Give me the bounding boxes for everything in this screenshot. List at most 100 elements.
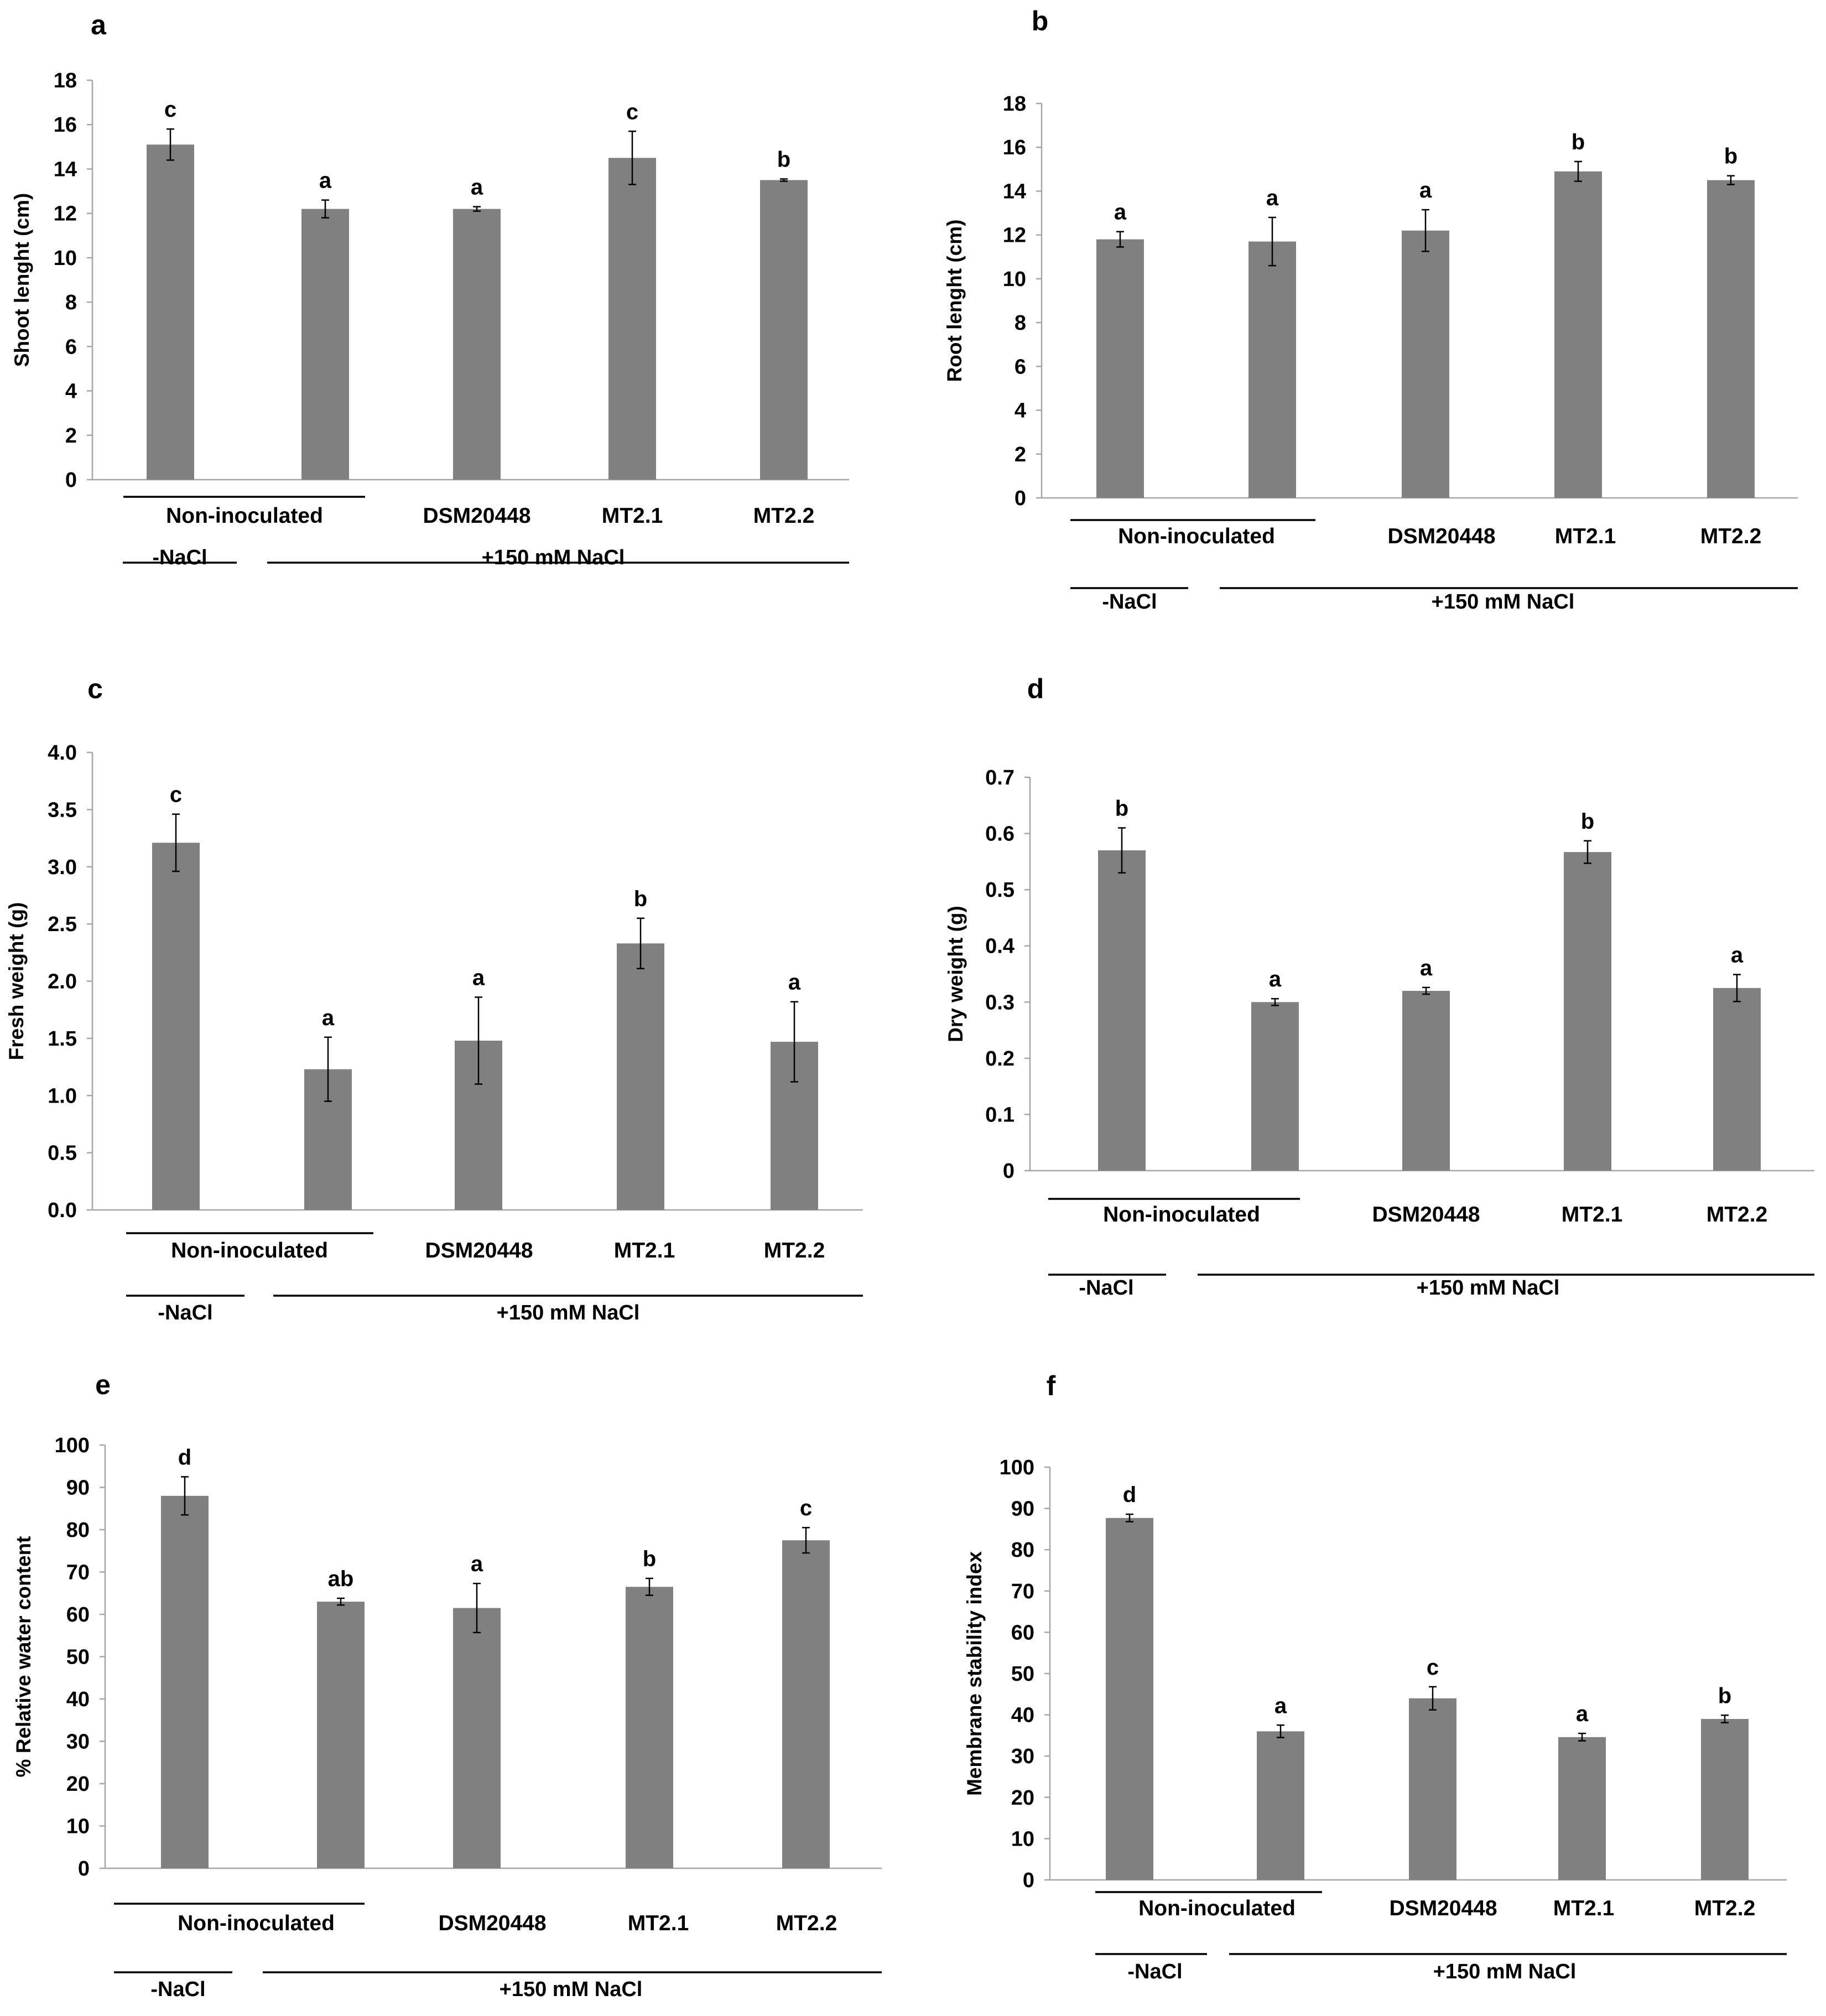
y-axis-title: Fresh weight (g) — [5, 902, 28, 1061]
x-category-label: MT2.1 — [1555, 524, 1616, 548]
significance-letter: d — [1123, 1483, 1136, 1507]
y-tick-label: 0.6 — [985, 823, 1015, 846]
bar-5 — [1707, 180, 1755, 498]
y-axis-title: Dry weight (g) — [944, 906, 967, 1042]
y-tick-label: 0 — [1023, 1869, 1034, 1892]
y-tick-label: 3.0 — [48, 856, 77, 879]
x-category-label: Non-inoculated — [1138, 1897, 1296, 1920]
x-category-label: DSM20448 — [425, 1239, 533, 1262]
y-tick-label: 80 — [66, 1519, 90, 1542]
group-label-salt: +150 mM NaCl — [482, 546, 625, 569]
chart-panel-f: f 0 10 20 30 40 50 60 70 80 90 100 Membrane stabilit… — [963, 1370, 1787, 1983]
bar-1 — [1106, 1518, 1153, 1880]
y-axis-title: Shoot lenght (cm) — [11, 193, 33, 367]
significance-letter: c — [626, 100, 638, 124]
x-category-label: MT2.1 — [628, 1911, 689, 1935]
x-category-label: MT2.2 — [753, 504, 815, 528]
chart-panel-a: a 0 2 4 6 8 10 12 14 16 18 Shoot lenght (cm) c a a c b No… — [11, 9, 849, 569]
y-tick-label: 1.0 — [48, 1084, 77, 1108]
y-tick-label: 0.5 — [48, 1142, 77, 1165]
bar-2 — [317, 1602, 365, 1868]
y-tick-label: 16 — [1003, 136, 1026, 159]
y-tick-label: 16 — [54, 113, 77, 137]
group-label-salt: +150 mM NaCl — [497, 1301, 640, 1324]
group-label-salt: +150 mM NaCl — [1417, 1276, 1560, 1300]
significance-letter: c — [164, 97, 176, 122]
significance-letter: a — [319, 169, 332, 193]
group-label-no-salt: -NaCl — [158, 1301, 212, 1324]
x-category-label: DSM20448 — [1387, 524, 1495, 548]
y-tick-label: 12 — [54, 202, 77, 226]
bar-5 — [1701, 1719, 1749, 1880]
bar-4 — [617, 943, 664, 1210]
significance-letter: b — [1115, 796, 1128, 820]
panel-label: c — [87, 673, 103, 704]
y-tick-label: 0.3 — [985, 991, 1015, 1014]
significance-letter: a — [471, 175, 483, 200]
significance-letter: a — [1419, 178, 1432, 202]
significance-letter: b — [1718, 1684, 1731, 1708]
significance-letter: a — [1274, 1693, 1287, 1718]
x-category-label: MT2.2 — [1700, 524, 1762, 548]
significance-letter: b — [777, 147, 790, 172]
significance-letter: a — [1576, 1702, 1589, 1726]
group-label-salt: +150 mM NaCl — [1432, 590, 1575, 614]
y-tick-label: 0 — [78, 1857, 90, 1880]
y-tick-label: 14 — [54, 158, 77, 181]
x-category-label: DSM20448 — [1372, 1203, 1480, 1227]
chart-panel-d: d 0 0.1 0.2 0.3 0.4 0.5 0.6 0.7 Dry weight (g) b a a… — [944, 673, 1814, 1300]
significance-letter: b — [634, 887, 647, 911]
significance-letter: a — [472, 965, 485, 990]
x-category-label: Non-inoculated — [178, 1911, 335, 1935]
y-tick-label: 20 — [1011, 1786, 1034, 1810]
bar-4 — [1558, 1737, 1606, 1880]
significance-letter: ab — [328, 1567, 354, 1591]
bar-5 — [1713, 988, 1761, 1171]
y-tick-label: 4.0 — [48, 741, 77, 765]
group-label-no-salt: -NaCl — [1079, 1276, 1133, 1300]
y-tick-label: 0.7 — [985, 766, 1015, 789]
y-tick-label: 18 — [54, 69, 77, 92]
y-tick-label: 0 — [65, 469, 77, 492]
y-tick-label: 1.5 — [48, 1027, 77, 1051]
y-tick-label: 6 — [65, 335, 77, 358]
y-tick-label: 40 — [66, 1688, 90, 1711]
significance-letter: a — [1731, 943, 1744, 968]
bar-2 — [301, 209, 349, 480]
x-category-label: DSM20448 — [423, 504, 530, 528]
x-category-label: Non-inoculated — [171, 1239, 328, 1262]
y-tick-label: 70 — [66, 1561, 90, 1584]
y-tick-label: 10 — [1011, 1827, 1034, 1851]
significance-letter: c — [1427, 1655, 1439, 1680]
bar-2 — [1257, 1731, 1304, 1880]
x-category-label: Non-inoculated — [1103, 1203, 1260, 1227]
significance-letter: a — [788, 970, 801, 995]
y-tick-label: 100 — [55, 1434, 90, 1457]
y-tick-label: 4 — [65, 380, 77, 403]
x-category-label: MT2.2 — [1707, 1203, 1768, 1227]
y-tick-label: 60 — [1011, 1621, 1034, 1644]
panel-label: e — [95, 1369, 111, 1400]
bar-3 — [1402, 990, 1450, 1171]
y-tick-label: 2.0 — [48, 970, 77, 994]
y-tick-label: 70 — [1011, 1580, 1034, 1603]
significance-letter: b — [1724, 144, 1737, 169]
y-tick-label: 0.4 — [985, 935, 1015, 958]
bar-4 — [608, 158, 656, 480]
group-label-salt: +150 mM NaCl — [1433, 1960, 1577, 1983]
x-category-label: Non-inoculated — [1118, 524, 1275, 548]
significance-letter: a — [1269, 967, 1282, 991]
y-tick-label: 60 — [66, 1603, 90, 1627]
chart-panel-e: e 0 10 20 30 40 50 60 70 80 90 100 % Relative water … — [12, 1369, 882, 2001]
group-label-no-salt: -NaCl — [1127, 1960, 1182, 1983]
y-tick-label: 14 — [1003, 180, 1026, 203]
y-tick-label: 12 — [1003, 224, 1026, 247]
bar-5 — [782, 1540, 830, 1868]
group-label-no-salt: -NaCl — [150, 1978, 205, 2001]
y-tick-label: 0 — [1015, 487, 1026, 510]
significance-letter: c — [170, 783, 182, 807]
y-tick-label: 10 — [54, 247, 77, 270]
y-tick-label: 6 — [1015, 355, 1026, 378]
y-tick-label: 10 — [1003, 268, 1026, 291]
